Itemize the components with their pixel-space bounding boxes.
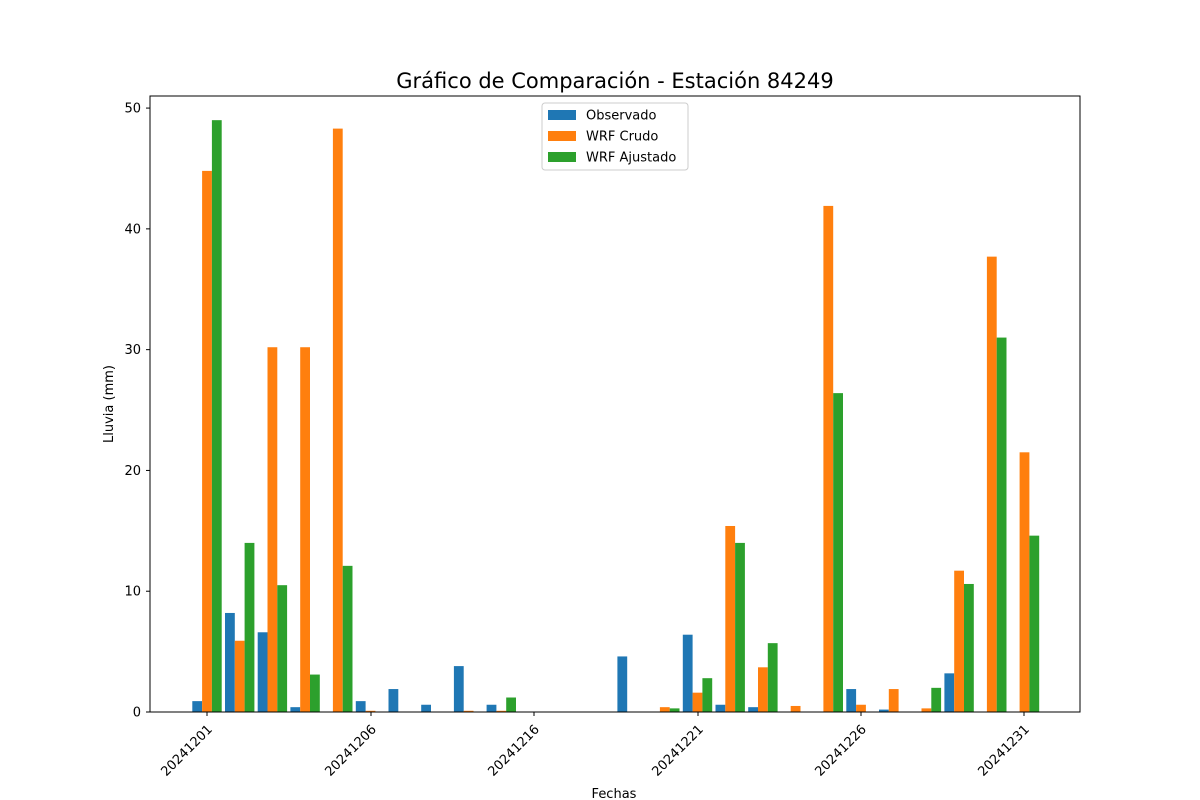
bar-wrf-crudo	[725, 525, 736, 712]
bar-wrf-ajustado	[735, 542, 745, 712]
y-tick-label: 30	[124, 343, 141, 358]
bar-wrf-ajustado	[669, 708, 680, 712]
bar-observado	[748, 707, 758, 712]
y-axis-label: Lluvia (mm)	[102, 365, 117, 443]
legend-swatch	[548, 110, 576, 120]
bar-wrf-ajustado	[310, 674, 320, 712]
bar-observado	[225, 612, 235, 712]
bar-wrf-ajustado	[931, 687, 942, 712]
y-tick-label: 40	[124, 222, 141, 237]
bar-wrf-crudo	[332, 128, 343, 713]
bar-observado	[290, 707, 301, 712]
bar-wrf-crudo	[758, 667, 768, 712]
bar-wrf-crudo	[300, 347, 310, 712]
bar-observado	[421, 704, 431, 712]
legend-label: WRF Ajustado	[586, 151, 676, 166]
bar-wrf-ajustado	[833, 393, 843, 712]
bar-wrf-crudo	[463, 710, 474, 712]
bar-wrf-ajustado	[767, 643, 778, 712]
bar-wrf-crudo	[856, 704, 866, 712]
legend-box	[541, 102, 689, 171]
bar-observado	[944, 673, 955, 712]
legend-label: Observado	[586, 109, 657, 124]
legend-swatch	[548, 131, 576, 141]
legend: Observado WRF Crudo WRF Ajustado	[541, 102, 689, 171]
bar-wrf-crudo	[496, 710, 507, 712]
legend-label: WRF Crudo	[586, 130, 658, 145]
bar-wrf-ajustado	[506, 697, 516, 712]
bar-wrf-crudo	[986, 256, 997, 712]
bar-wrf-crudo	[659, 707, 670, 712]
bar-observado	[388, 689, 399, 712]
bar-wrf-ajustado	[211, 120, 222, 712]
bar-wrf-crudo	[365, 710, 376, 712]
y-tick-label: 50	[124, 102, 141, 117]
bar-wrf-ajustado	[996, 337, 1007, 712]
bar-wrf-crudo	[692, 692, 703, 712]
bar-observado	[715, 704, 726, 712]
bar-observado	[879, 709, 889, 712]
bar-wrf-crudo	[921, 708, 932, 712]
y-axis-ticks: 0 10 20 30 40 50	[124, 102, 150, 721]
bar-wrf-ajustado	[342, 565, 353, 712]
bar-wrf-crudo	[234, 640, 245, 712]
bar-observado	[355, 701, 366, 712]
y-tick-label: 10	[124, 585, 141, 600]
legend-swatch	[548, 152, 576, 162]
bar-observado	[617, 656, 628, 712]
bar-wrf-ajustado	[244, 542, 255, 712]
bar-observado	[682, 634, 693, 712]
bar-wrf-crudo	[267, 347, 278, 712]
bar-wrf-ajustado	[277, 585, 288, 712]
axes-frame	[149, 95, 1081, 713]
x-axis-label: Fechas	[592, 787, 637, 800]
bar-observado	[846, 689, 857, 712]
bar-wrf-crudo	[823, 205, 834, 712]
y-tick-label: 20	[124, 464, 141, 479]
bar-wrf-ajustado	[1029, 535, 1040, 712]
bar-observado	[486, 704, 497, 712]
bar-wrf-crudo	[954, 570, 964, 712]
bar-wrf-crudo	[888, 689, 899, 712]
bar-wrf-crudo	[1019, 452, 1030, 712]
bar-observado	[453, 666, 464, 712]
chart-title: Gráfico de Comparación - Estación 84249	[396, 69, 833, 93]
bar-observado	[192, 701, 203, 712]
y-tick-label: 0	[133, 706, 141, 721]
bar-wrf-crudo	[790, 705, 801, 712]
bar-wrf-ajustado	[964, 583, 974, 712]
bar-wrf-ajustado	[702, 678, 713, 712]
bar-observado	[257, 632, 268, 712]
bars-group	[192, 120, 1040, 713]
bar-wrf-crudo	[202, 170, 212, 712]
